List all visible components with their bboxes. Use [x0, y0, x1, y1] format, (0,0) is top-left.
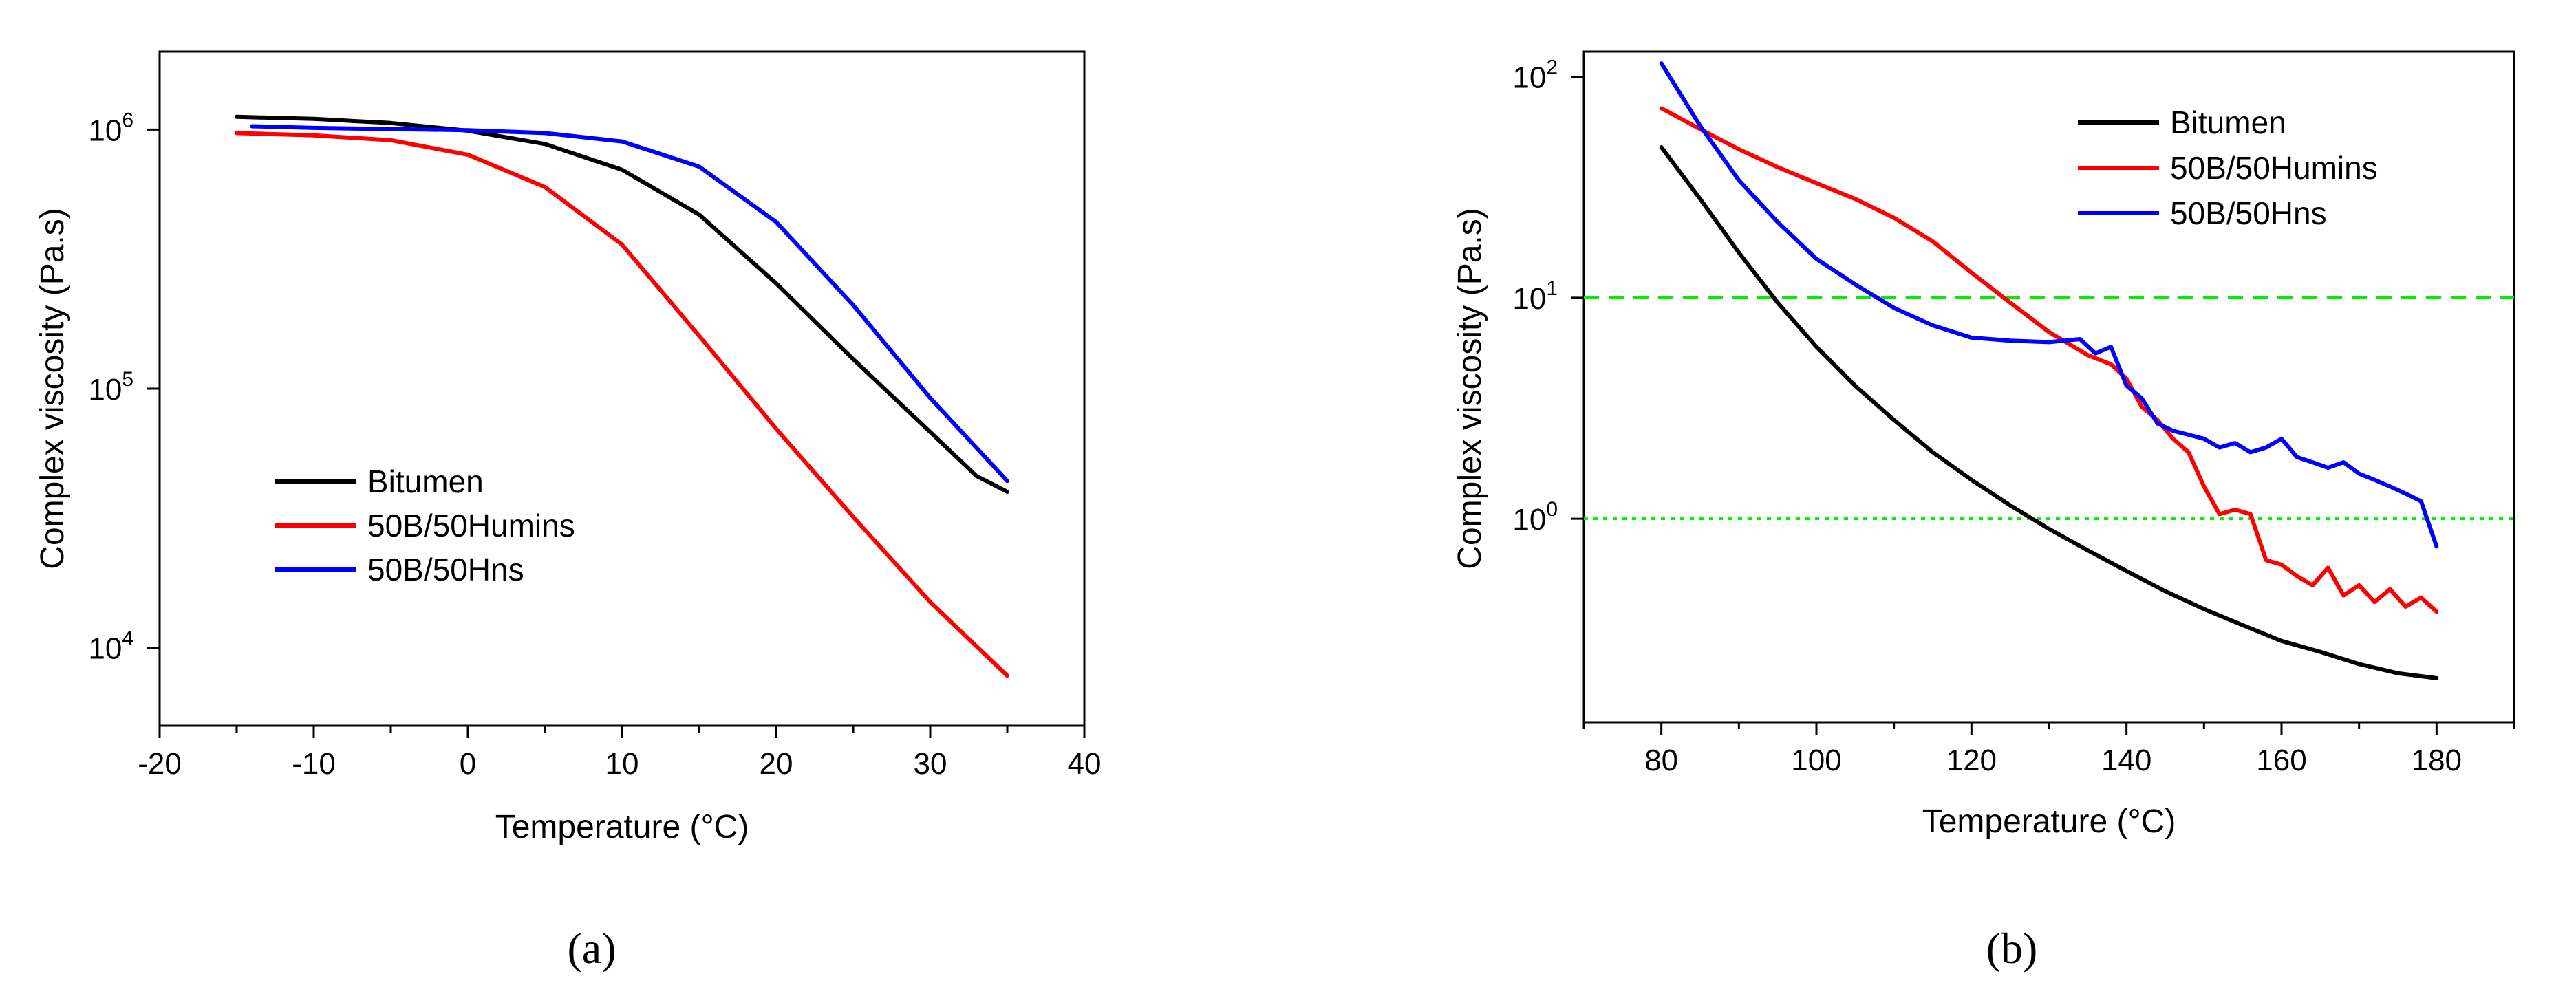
y-tick-label-a-100000: 105: [88, 368, 133, 407]
series-line-a-50b-50humins: [235, 131, 1009, 678]
y-tick-label-b-10: 101: [1512, 277, 1558, 316]
y-tick-label-b-100: 102: [1512, 56, 1558, 95]
legend-label-humins-b: 50B/50Humins: [2170, 150, 2378, 186]
legend-a: Bitumen 50B/50Humins 50B/50Hns: [275, 464, 575, 587]
reference-lines-b: [1584, 296, 2514, 521]
x-tick-label-a-10: 10: [605, 747, 639, 781]
y-tick-label-a-1000000: 106: [88, 109, 133, 147]
series-group-b: [1659, 61, 2439, 680]
x-tick-label-a-30: 30: [914, 747, 947, 781]
y-tick-label-b-1: 100: [1512, 498, 1558, 537]
x-tick-label-a-20: -20: [138, 747, 182, 781]
legend-label-humins-a: 50B/50Humins: [367, 508, 575, 543]
ticks-b: 80 100 120 140 160 180 100 101 102: [1512, 56, 2515, 777]
x-tick-label-b-140: 140: [2101, 744, 2151, 777]
series-line-b-50b-50hns: [1659, 61, 2439, 549]
x-tick-label-b-180: 180: [2412, 744, 2462, 777]
x-tick-label-b-80: 80: [1644, 744, 1678, 777]
series-line-a-50b-50hns: [250, 124, 1009, 484]
legend-label-bitumen-a: Bitumen: [367, 464, 484, 499]
chart-panel-b: 80 100 120 140 160 180 100 101 102 Temperature (…: [1452, 50, 2515, 973]
x-tick-label-a-10: -10: [292, 747, 336, 781]
plot-frame-a: [158, 50, 1086, 727]
y-axis-label-a: Complex viscosity (Pa.s): [34, 208, 71, 569]
x-tick-label-b-100: 100: [1791, 744, 1841, 777]
chart-panel-a: -20 -10 0 10 20 30 40 104 105 106 Temperature (°C…: [34, 50, 1101, 973]
panel-label-b: (b): [1986, 924, 2038, 973]
x-tick-label-b-160: 160: [2256, 744, 2306, 777]
series-line-a-bitumen: [235, 114, 1009, 494]
series-group-a: [235, 114, 1009, 678]
x-tick-label-a-20: 20: [760, 747, 793, 781]
series-line-b-50b-50humins: [1659, 106, 2439, 614]
x-tick-label-a-0: 0: [460, 747, 476, 781]
x-axis-label-a: Temperature (°C): [495, 809, 749, 845]
ticks-a: -20 -10 0 10 20 30 40 104 105 106: [88, 109, 1101, 781]
x-axis-label-b: Temperature (°C): [1922, 803, 2176, 840]
legend-label-bitumen-b: Bitumen: [2170, 105, 2286, 140]
legend-label-hns-a: 50B/50Hns: [367, 552, 524, 587]
series-line-b-bitumen: [1659, 145, 2439, 680]
panel-label-a: (a): [567, 924, 616, 973]
legend-b: Bitumen 50B/50Humins 50B/50Hns: [2078, 105, 2378, 231]
x-tick-label-a-40: 40: [1068, 747, 1102, 781]
legend-label-hns-b: 50B/50Hns: [2170, 195, 2327, 231]
y-tick-label-a-10000: 104: [88, 627, 133, 666]
y-axis-label-b: Complex viscosity (Pa.s): [1452, 208, 1488, 569]
x-tick-label-b-120: 120: [1946, 744, 1997, 777]
